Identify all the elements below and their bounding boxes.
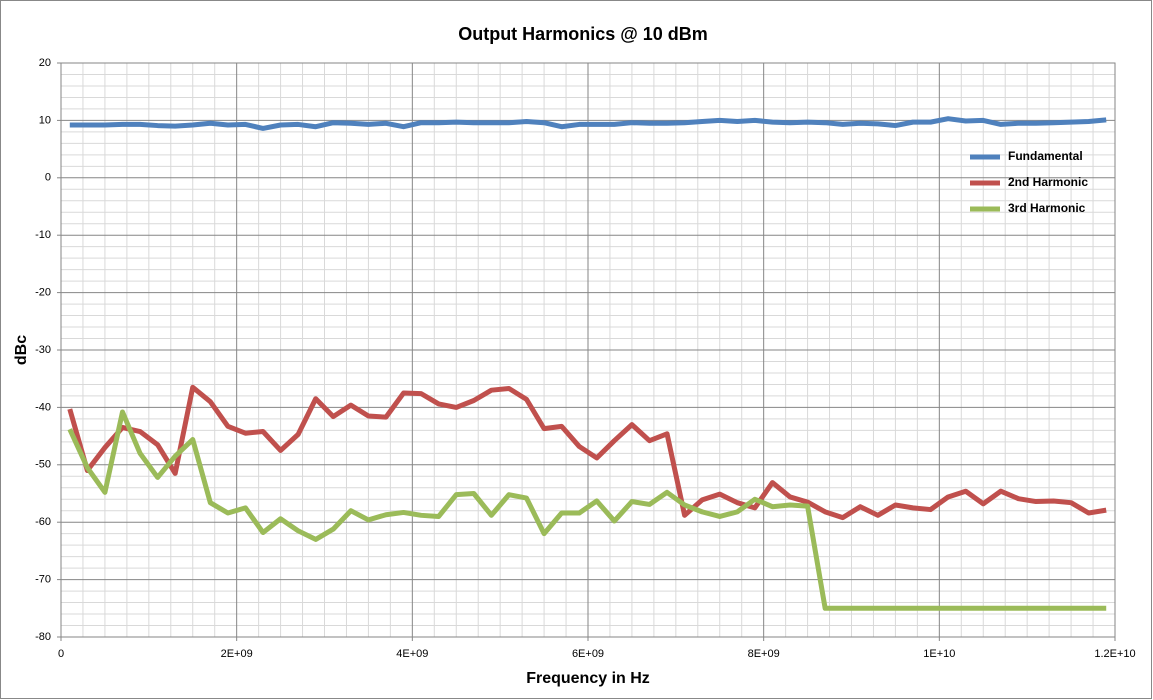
legend-label: 2nd Harmonic bbox=[1008, 175, 1088, 189]
y-tick-label: -10 bbox=[35, 229, 51, 241]
chart-title: Output Harmonics @ 10 dBm bbox=[458, 24, 708, 44]
plot-border bbox=[60, 62, 1116, 638]
y-tick-label: -40 bbox=[35, 401, 51, 413]
y-axis-title: dBc bbox=[13, 335, 30, 365]
y-tick-label: 0 bbox=[45, 172, 51, 184]
x-tick-label: 6E+09 bbox=[572, 648, 604, 660]
y-tick-label: -70 bbox=[35, 574, 51, 586]
x-axis-title: Frequency in Hz bbox=[526, 670, 650, 687]
x-tick-label: 4E+09 bbox=[396, 648, 428, 660]
x-tick-label: 2E+09 bbox=[221, 648, 253, 660]
x-tick-label: 1E+10 bbox=[923, 648, 955, 660]
y-tick-label: -60 bbox=[35, 516, 51, 528]
y-tick-label: 20 bbox=[39, 57, 51, 69]
series-line bbox=[67, 384, 1107, 521]
y-tick-label: 10 bbox=[39, 114, 51, 126]
legend-label: 3rd Harmonic bbox=[1008, 201, 1086, 215]
y-tick-label: -30 bbox=[35, 344, 51, 356]
y-tick-label: -20 bbox=[35, 287, 51, 299]
y-tick-label: -50 bbox=[35, 459, 51, 471]
x-tick-label: 0 bbox=[58, 648, 64, 660]
y-tick-label: -80 bbox=[35, 631, 51, 643]
series-line bbox=[69, 116, 1107, 131]
series-line bbox=[67, 409, 1107, 611]
x-tick-label: 1.2E+10 bbox=[1094, 648, 1135, 660]
legend-label: Fundamental bbox=[1008, 149, 1083, 163]
x-tick-label: 8E+09 bbox=[748, 648, 780, 660]
